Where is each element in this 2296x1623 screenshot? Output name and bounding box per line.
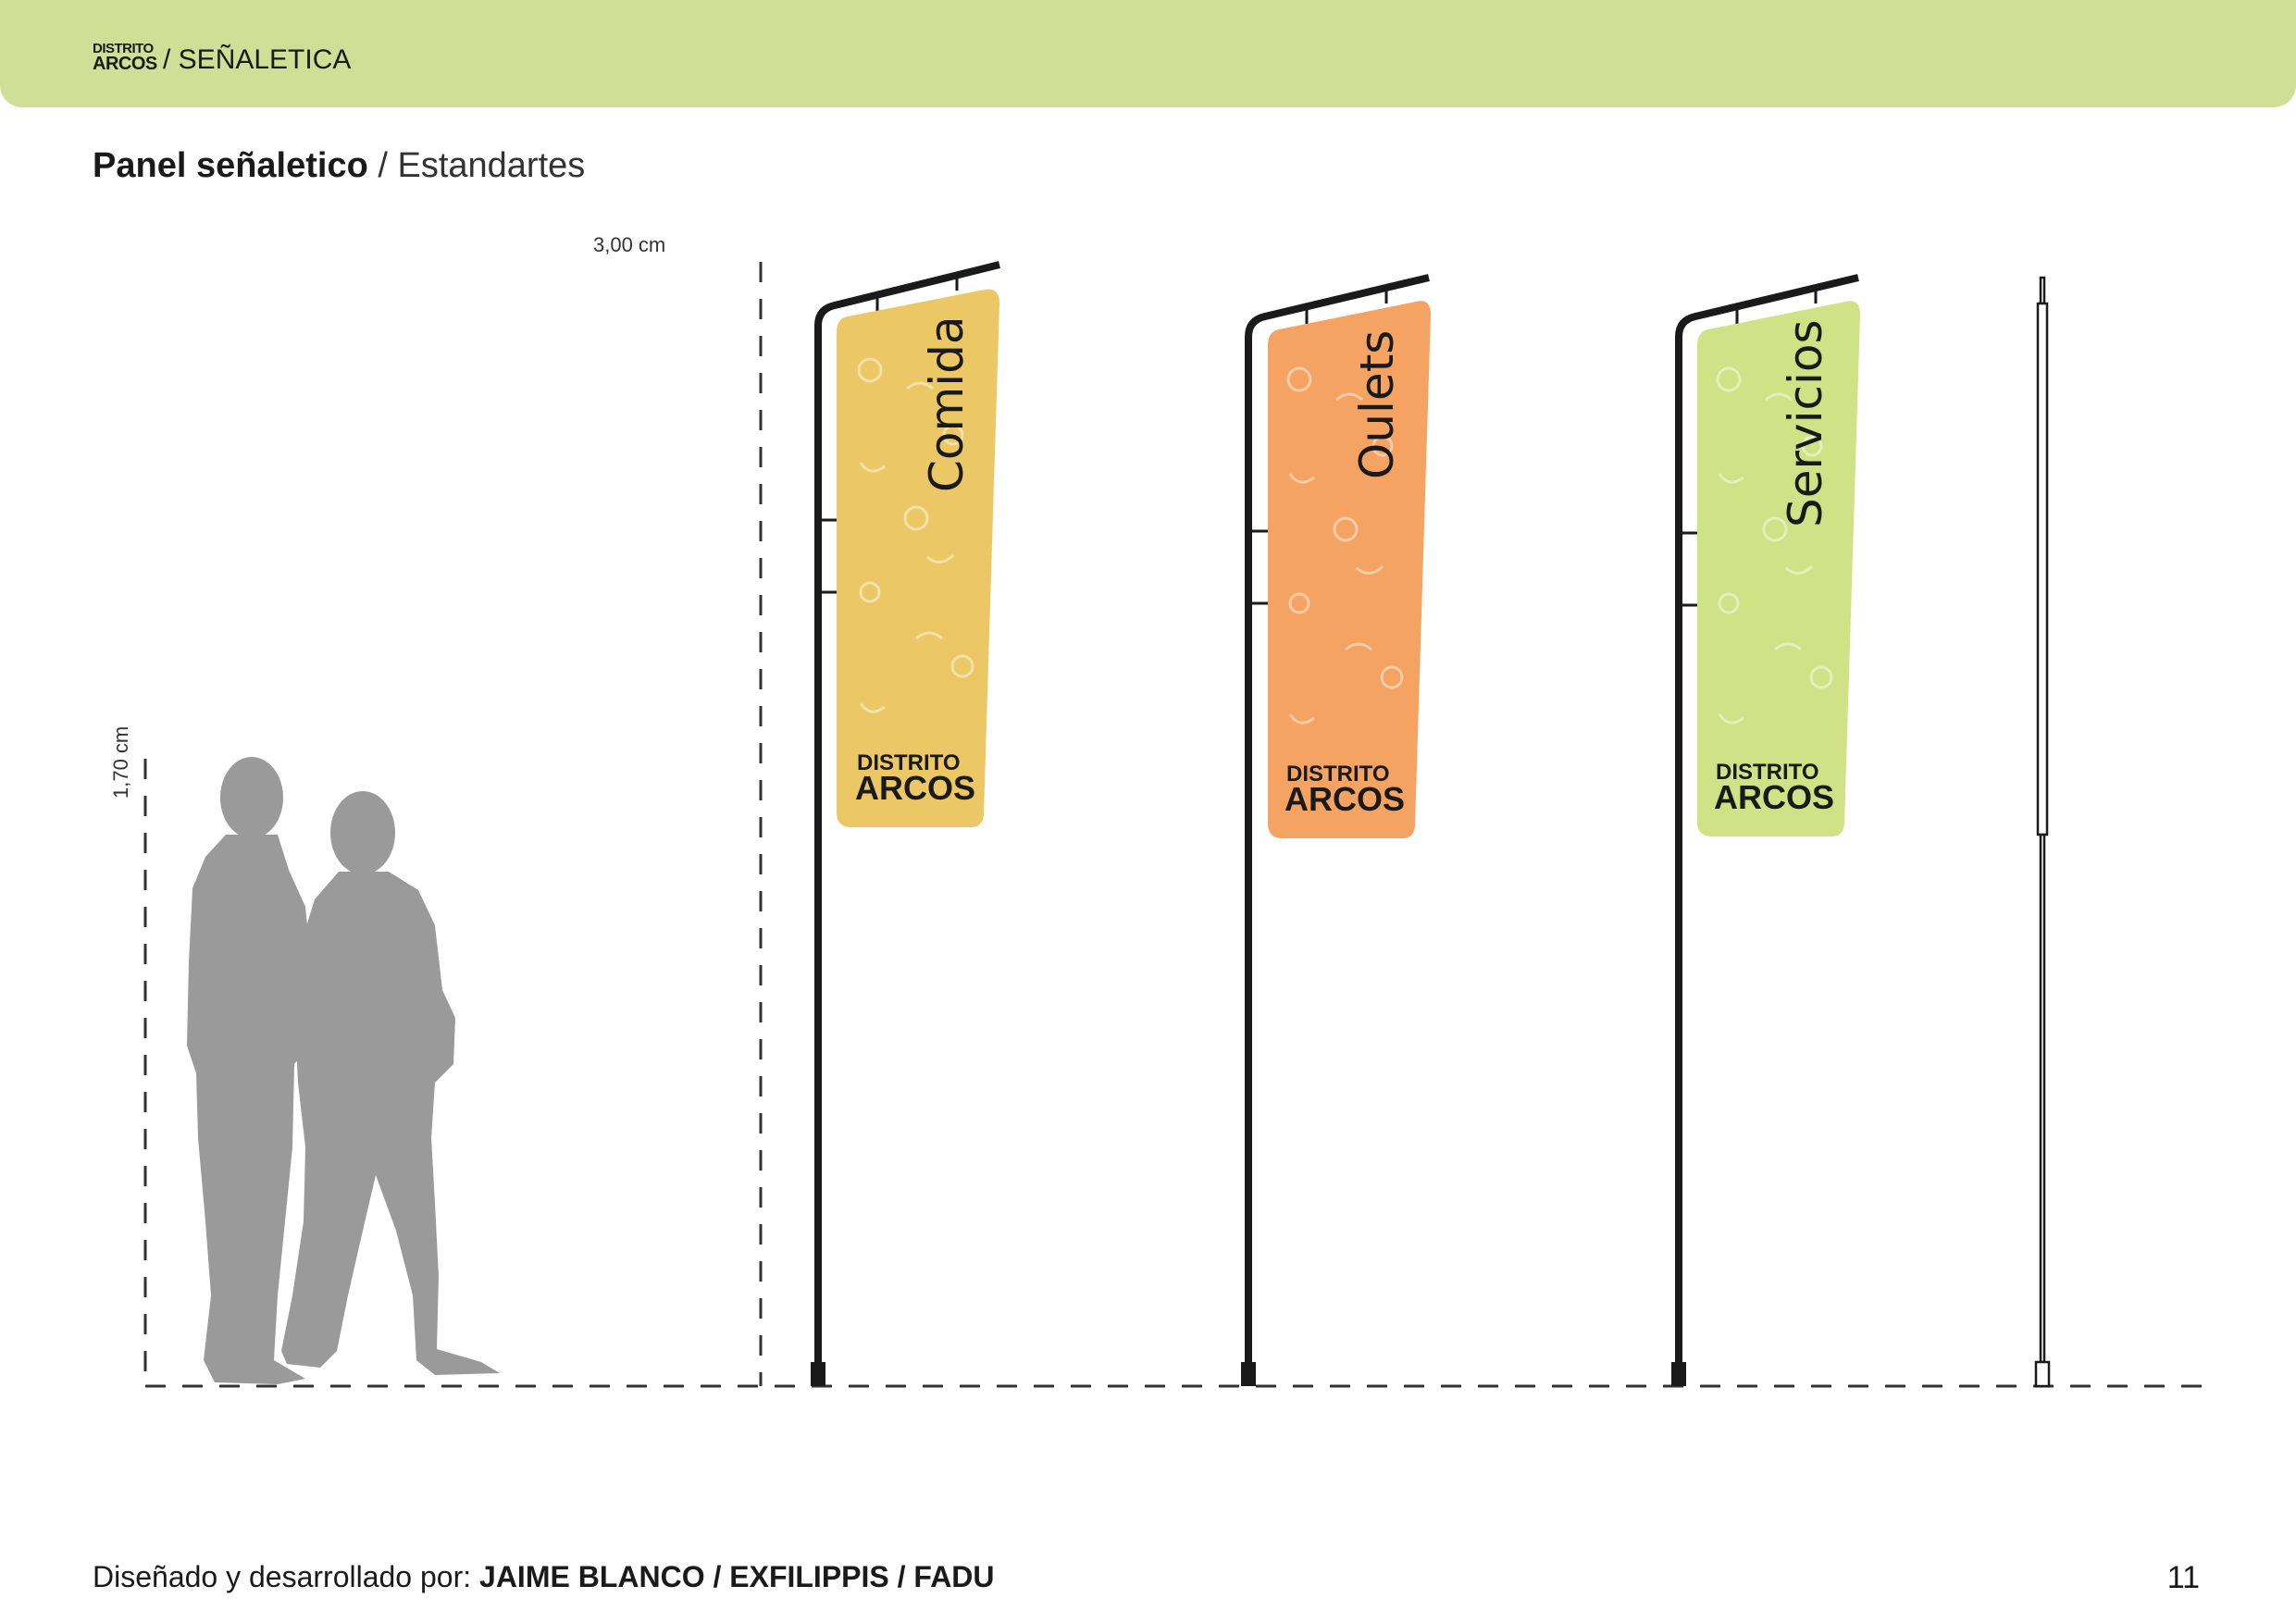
flag-logo-line2-1: ARCOS	[855, 769, 975, 807]
side-view-pole	[2034, 276, 2051, 1388]
header-bar	[0, 0, 2296, 107]
page-number: 11	[2166, 1560, 2200, 1595]
footer-credits-names: JAIME BLANCO / EXFILIPPIS / FADU	[479, 1560, 995, 1593]
flag-label-2: Oulets	[1350, 330, 1404, 479]
flag-pole-base-2	[1241, 1362, 1256, 1386]
side-view-shaft	[2039, 833, 2046, 1364]
flag-stand-3: Servicios DISTRITO ARCOS	[1671, 274, 1860, 1386]
flag-pole-1	[814, 261, 1000, 1369]
flag-logo-line1-3: DISTRITO	[1716, 760, 1819, 785]
flag-label-3: Servicios	[1779, 319, 1832, 527]
brand-logo: DISTRITO ARCOS	[93, 41, 157, 74]
flag-stand-2: Oulets DISTRITO ARCOS	[1241, 274, 1431, 1386]
page-title: Panel señaletico / Estandartes	[93, 146, 585, 186]
flag-logo-line2-3: ARCOS	[1714, 778, 1834, 816]
dimension-lines	[143, 262, 2212, 1388]
flag-pole-base-1	[811, 1362, 825, 1386]
person1-body	[187, 835, 313, 1384]
side-view-flag-edge	[2036, 302, 2049, 836]
section-label: / SEÑALETICA	[163, 44, 352, 75]
flag-pole-3	[1675, 274, 1859, 1369]
flag-pattern-3	[1716, 366, 1833, 725]
page-title-rest: / Estandartes	[367, 146, 586, 185]
flag-banner-1	[837, 289, 999, 828]
brand-logo-line2: ARCOS	[93, 54, 157, 74]
flag-pole-base-3	[1671, 1362, 1686, 1386]
page-title-bold: Panel señaletico	[93, 146, 368, 185]
flag-label-1: Comida	[920, 316, 974, 492]
flag-logo-line1-2: DISTRITO	[1286, 762, 1390, 787]
flag-banner-2	[1268, 301, 1431, 839]
flag-logo-line1-1: DISTRITO	[857, 750, 961, 775]
dimension-top-label: 3,00 cm	[593, 233, 666, 256]
flag-pole-2	[1245, 274, 1430, 1369]
person1-head	[220, 757, 283, 838]
flag-stand-1: Comida DISTRITO ARCOS	[811, 261, 1000, 1386]
flag-banner-3	[1697, 301, 1860, 837]
footer-prefix: Diseñado y desarrollado por:	[93, 1560, 480, 1593]
flag-pattern-1	[857, 357, 974, 713]
footer-credits: Diseñado y desarrollado por: JAIME BLANC…	[93, 1560, 995, 1594]
flag-pattern-2	[1286, 366, 1404, 725]
brand-logo-line1: DISTRITO	[93, 41, 154, 56]
person2-body	[281, 872, 500, 1375]
flag-logo-line2-2: ARCOS	[1285, 780, 1405, 818]
people-silhouette	[187, 757, 500, 1384]
side-view-base	[2034, 1360, 2051, 1388]
side-view-tip	[2039, 276, 2046, 305]
person2-head	[330, 791, 395, 874]
